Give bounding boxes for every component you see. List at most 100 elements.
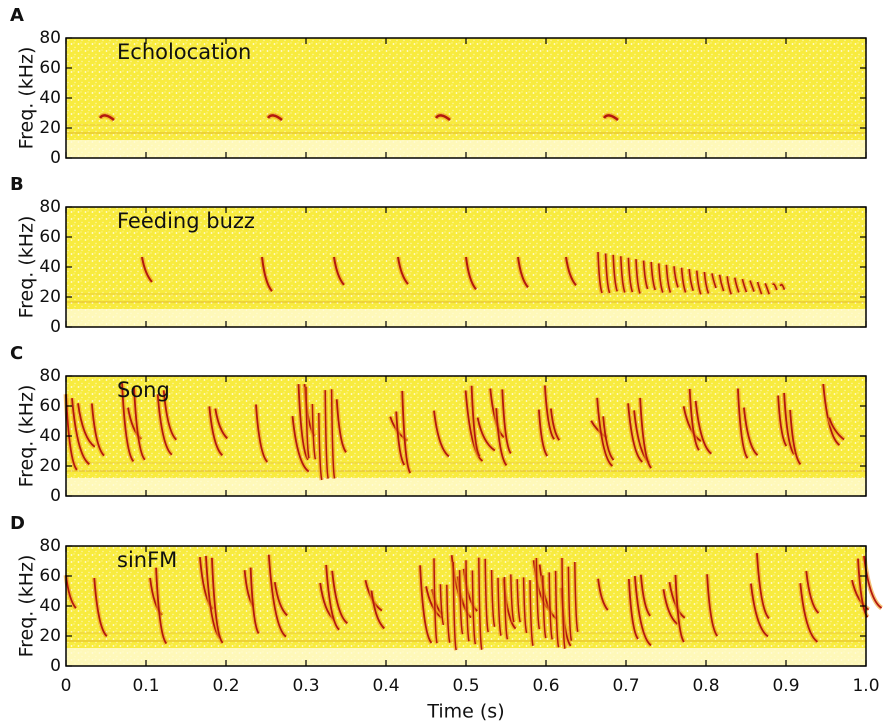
call-traces [97,112,620,123]
call-trace [273,581,288,617]
call-trace [772,283,778,291]
call-trace [478,557,483,650]
call-trace [828,417,845,441]
call-trace [155,567,168,645]
call-trace [470,385,481,457]
call-trace [434,114,451,121]
call-trace [249,567,260,634]
call-trace [291,416,310,473]
call-trace [639,574,651,617]
call-trace [211,557,224,644]
call-trace [433,410,450,458]
call-trace [550,408,561,441]
y-tick-label: 0 [50,486,61,506]
call-trace [452,561,457,651]
call-trace [674,574,685,643]
panel-title: sinFM [117,548,177,572]
call-trace [756,281,763,295]
call-trace [318,412,323,481]
y-tick-label: 60 [39,58,61,78]
low-band [66,478,866,496]
call-trace [718,274,725,292]
call-trace [734,277,740,293]
y-axis-label: Freq. (kHz) [16,385,38,488]
call-traces [63,552,883,651]
call-trace [471,570,477,645]
call-traces [139,251,787,296]
x-tick-label: 0.1 [132,676,159,696]
call-trace [162,390,177,441]
call-trace [464,390,484,462]
call-trace [522,577,528,634]
y-tick-label: 20 [39,287,61,307]
y-tick-label: 60 [39,227,61,247]
call-trace [333,256,345,286]
x-tick-label: 0.9 [772,676,799,696]
x-tick-label: 0.6 [532,676,559,696]
y-tick-label: 60 [39,566,61,586]
call-trace [335,399,347,453]
y-tick-label: 0 [50,317,61,337]
panel-label: B [10,174,24,195]
call-trace [863,555,883,609]
call-trace [639,397,652,469]
panel-title: Song [117,378,170,402]
y-tick-label: 40 [39,426,61,446]
call-trace [501,389,512,454]
call-trace [458,570,464,635]
call-trace [425,586,443,619]
call-trace [726,276,732,295]
call-trace [330,389,336,479]
call-trace [688,388,700,451]
y-tick-label: 20 [39,626,61,646]
call-trace [476,417,496,452]
panel-title: Echolocation [117,40,251,64]
call-trace [706,574,719,637]
call-trace [642,260,649,290]
call-trace [711,273,717,289]
call-trace [741,278,748,293]
x-tick-label: 1.0 [852,676,879,696]
y-tick-label: 80 [39,197,61,217]
y-tick-label: 40 [39,257,61,277]
panel-label: A [10,5,24,26]
call-trace [324,390,329,479]
call-trace [465,560,470,642]
call-trace [156,394,173,456]
call-trace [90,403,105,457]
call-trace [696,270,702,295]
call-traces [63,383,846,481]
call-trace [567,566,573,641]
low-band [66,648,866,666]
call-trace [141,256,153,283]
call-trace [694,400,712,455]
call-trace [446,584,451,643]
call-trace [633,575,652,647]
call-trace [597,578,609,611]
x-tick-label: 0 [61,676,72,696]
call-trace [574,561,579,632]
call-trace [597,251,603,294]
call-trace [627,403,643,463]
y-axis-label: Freq. (kHz) [16,555,38,658]
call-trace [750,583,769,638]
call-trace [673,266,679,288]
call-trace [627,578,639,640]
call-trace [516,579,521,623]
call-trace [737,388,749,459]
call-trace [529,580,534,647]
y-tick-label: 40 [39,596,61,616]
panel-label: D [10,513,25,534]
call-trace [208,406,224,457]
x-tick-label: 0.4 [372,676,399,696]
spectrogram-background [66,38,866,158]
call-trace [433,558,438,644]
call-trace [602,114,619,121]
call-trace [764,283,770,295]
call-trace [490,570,496,627]
call-trace [535,557,541,630]
call-trace [561,557,566,649]
y-tick-label: 0 [50,656,61,676]
y-axis-label: Freq. (kHz) [16,47,38,150]
